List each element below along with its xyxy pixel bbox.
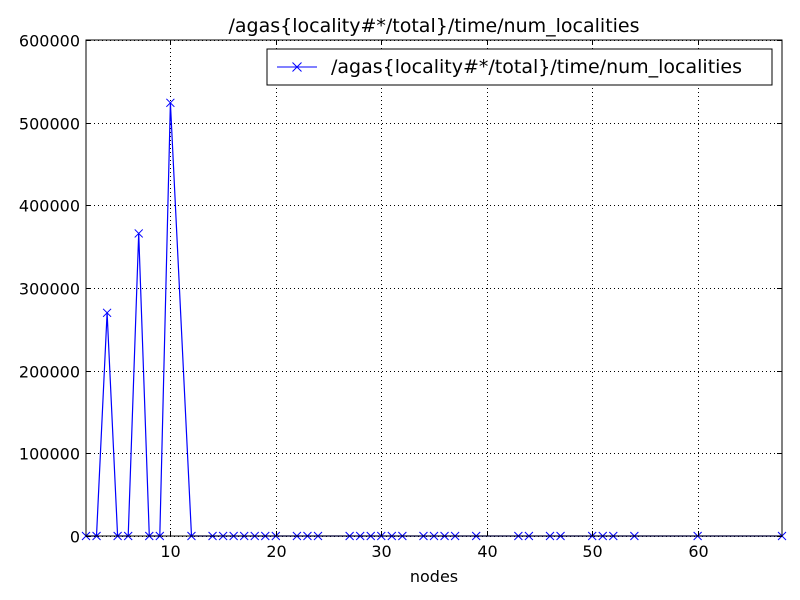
- axis-ticks: 10 20 30 40 50 60 0 100000 200000 300000 400000 500…: [19, 32, 782, 561]
- y-tick-label: 600000: [19, 32, 80, 51]
- chart-title: /agas{locality#*/total}/time/num_localit…: [228, 15, 639, 37]
- data-point-marker: [102, 308, 112, 318]
- data-point-marker: [134, 229, 144, 238]
- legend: /agas{locality#*/total}/time/num_localit…: [266, 48, 773, 86]
- y-tick-label: 300000: [19, 280, 80, 299]
- legend-marker-x-icon: [292, 62, 302, 72]
- x-tick-label: 10: [160, 542, 180, 561]
- y-tick-label: 100000: [19, 445, 80, 464]
- x-tick-label: 50: [582, 542, 602, 561]
- x-tick-label: 20: [266, 542, 286, 561]
- x-tick-label: 40: [477, 542, 497, 561]
- legend-label: /agas{locality#*/total}/time/num_localit…: [331, 56, 742, 78]
- x-axis-label: nodes: [410, 567, 458, 586]
- x-tick-label: 30: [371, 542, 391, 561]
- legend-box: [266, 48, 773, 86]
- y-tick-label: 400000: [19, 197, 80, 216]
- x-tick-label: 60: [688, 542, 708, 561]
- y-tick-label: 0: [70, 528, 80, 547]
- y-tick-label: 500000: [19, 115, 80, 134]
- y-tick-label: 200000: [19, 363, 80, 382]
- data-point-marker: [166, 98, 175, 108]
